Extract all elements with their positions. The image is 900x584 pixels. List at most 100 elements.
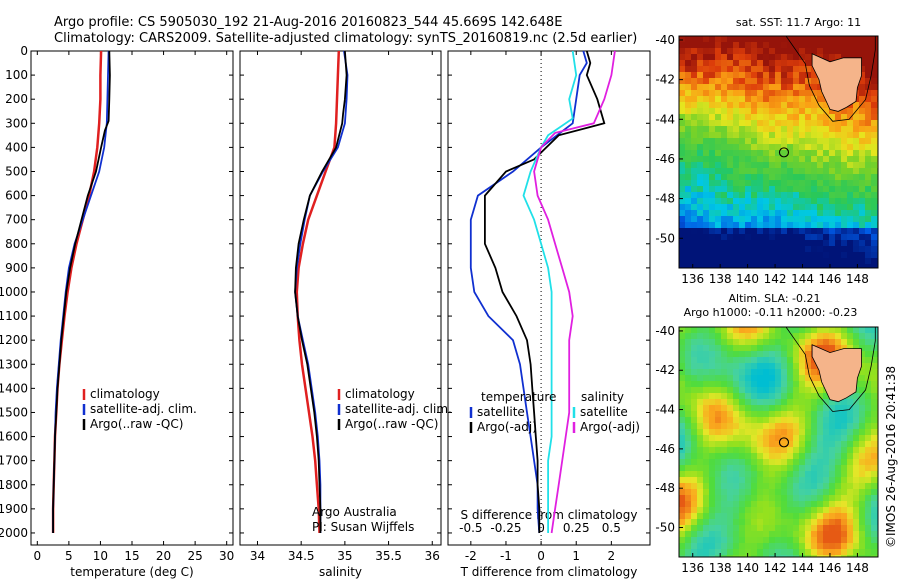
map-cell (817, 192, 823, 198)
map-cell (811, 429, 817, 435)
map-cell (769, 108, 775, 114)
map-cell (721, 216, 727, 222)
map-cell (679, 108, 685, 114)
x-tick-label: 140 (736, 561, 759, 575)
map-cell (829, 327, 835, 333)
map-cell (709, 381, 715, 387)
map-cell (871, 327, 877, 333)
map-cell (679, 42, 685, 48)
map-cell (709, 405, 715, 411)
map-cell (799, 387, 805, 393)
map-cell (763, 126, 769, 132)
map-cell (787, 210, 793, 216)
map-cell (805, 387, 811, 393)
map-cell (793, 240, 799, 246)
map-cell (757, 549, 763, 555)
map-cell (823, 525, 829, 531)
map-cell (865, 78, 871, 84)
map-cell (847, 150, 853, 156)
map-cell (781, 108, 787, 114)
map-cell (775, 126, 781, 132)
map-cell (859, 471, 865, 477)
map-cell (817, 240, 823, 246)
map-cell (757, 483, 763, 489)
map-cell (781, 363, 787, 369)
map-cell (811, 525, 817, 531)
map-cell (859, 156, 865, 162)
map-cell (721, 228, 727, 234)
map-cell (769, 513, 775, 519)
map-cell (811, 477, 817, 483)
map-cell (859, 345, 865, 351)
argo-position-marker (778, 147, 790, 158)
map-cell (721, 435, 727, 441)
map-cell (835, 441, 841, 447)
map-cell (769, 60, 775, 66)
map-cell (781, 357, 787, 363)
map-cell (739, 435, 745, 441)
map-cell (793, 258, 799, 264)
map-cell (691, 393, 697, 399)
map-cell (757, 435, 763, 441)
map-cell (691, 180, 697, 186)
map-cell (871, 228, 877, 234)
map-cell (799, 66, 805, 72)
map-cell (847, 345, 853, 351)
map-cell (715, 120, 721, 126)
map-cell (679, 264, 685, 268)
map-cell (859, 417, 865, 423)
y-tick-label: -50 (655, 521, 675, 535)
map-cell (823, 465, 829, 471)
map-cell (829, 180, 835, 186)
map-cell (823, 447, 829, 453)
map-cell (763, 501, 769, 507)
map-cell (703, 66, 709, 72)
map-cell (835, 405, 841, 411)
map-cell (835, 264, 841, 268)
map-cell (775, 174, 781, 180)
map-cell (781, 441, 787, 447)
map-cell (841, 216, 847, 222)
map-cell (865, 60, 871, 66)
map-cell (751, 204, 757, 210)
map-cell (727, 198, 733, 204)
map-cell (865, 513, 871, 519)
map-cell (763, 327, 769, 333)
map-cell (721, 459, 727, 465)
map-cell (751, 246, 757, 252)
map-cell (733, 96, 739, 102)
map-cell (721, 150, 727, 156)
map-cell (859, 375, 865, 381)
map-cell (841, 126, 847, 132)
map-cell (727, 192, 733, 198)
map-cell (751, 36, 757, 42)
map-cell (769, 459, 775, 465)
map-cell (793, 204, 799, 210)
map-cell (799, 54, 805, 60)
map-cell (679, 138, 685, 144)
map-cell (697, 156, 703, 162)
map-cell (733, 72, 739, 78)
map-cell (871, 525, 877, 531)
map-cell (739, 90, 745, 96)
map-cell (841, 555, 847, 557)
map-cell (853, 423, 859, 429)
map-cell (871, 399, 877, 405)
map-cell (775, 363, 781, 369)
map-cell (721, 441, 727, 447)
map-cell (859, 126, 865, 132)
map-cell (751, 138, 757, 144)
map-cell (835, 471, 841, 477)
map-cell (769, 399, 775, 405)
map-cell (739, 72, 745, 78)
map-cell (679, 357, 685, 363)
map-cell (763, 429, 769, 435)
map-cell (739, 204, 745, 210)
map-cell (739, 120, 745, 126)
map-cell (709, 483, 715, 489)
map-cell (751, 351, 757, 357)
map-cell (787, 327, 793, 333)
map-cell (793, 132, 799, 138)
map-cell (859, 246, 865, 252)
map-cell (721, 132, 727, 138)
